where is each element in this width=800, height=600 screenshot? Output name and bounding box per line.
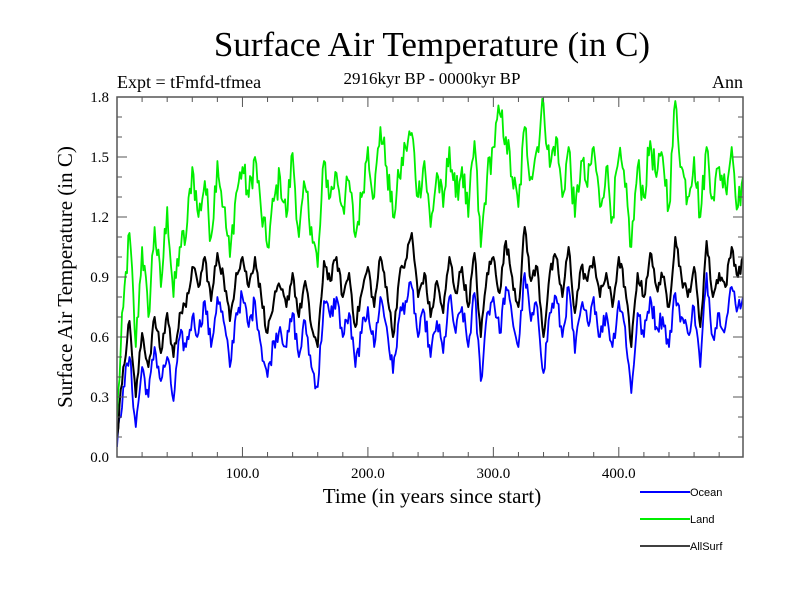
- x-tick-label: 200.0: [351, 466, 385, 482]
- y-tick-label: 0.0: [90, 450, 109, 466]
- x-tick-label: 100.0: [226, 466, 260, 482]
- experiment-label: Expt = tFmfd-tfmea: [117, 72, 261, 92]
- tick-labels: 100.0 200.0 300.0 400.0 0.0 0.3 0.6 0.9 1.2 1.5 1.…: [90, 90, 635, 482]
- y-tick-label: 1.8: [90, 90, 109, 106]
- series-layer: [117, 97, 743, 448]
- x-tick-label: 400.0: [602, 466, 636, 482]
- legend-item-land: Land: [640, 514, 714, 526]
- legend-label: AllSurf: [690, 541, 723, 553]
- legend-label: Ocean: [690, 487, 722, 499]
- y-tick-label: 0.9: [90, 270, 109, 286]
- legend-label: Land: [690, 514, 714, 526]
- x-tick-label: 300.0: [476, 466, 510, 482]
- legend-item-allsurf: AllSurf: [640, 541, 723, 553]
- legend: Ocean Land AllSurf: [640, 487, 723, 553]
- ticks-layer: [117, 97, 743, 457]
- y-axis-label: Surface Air Temperature (in C): [53, 146, 77, 408]
- y-tick-label: 1.5: [90, 150, 109, 166]
- chart-subtitle: 2916kyr BP - 0000kyr BP: [344, 69, 521, 88]
- x-axis-label: Time (in years since start): [323, 484, 542, 508]
- season-label: Ann: [712, 72, 743, 92]
- series-line-ocean: [117, 272, 743, 448]
- legend-item-ocean: Ocean: [640, 487, 722, 499]
- series-line-allsurf: [117, 226, 743, 438]
- chart-title: Surface Air Temperature (in C): [214, 25, 650, 64]
- y-tick-label: 0.3: [90, 390, 109, 406]
- y-tick-label: 1.2: [90, 210, 109, 226]
- y-tick-label: 0.6: [90, 330, 109, 346]
- series-line-land: [117, 97, 743, 418]
